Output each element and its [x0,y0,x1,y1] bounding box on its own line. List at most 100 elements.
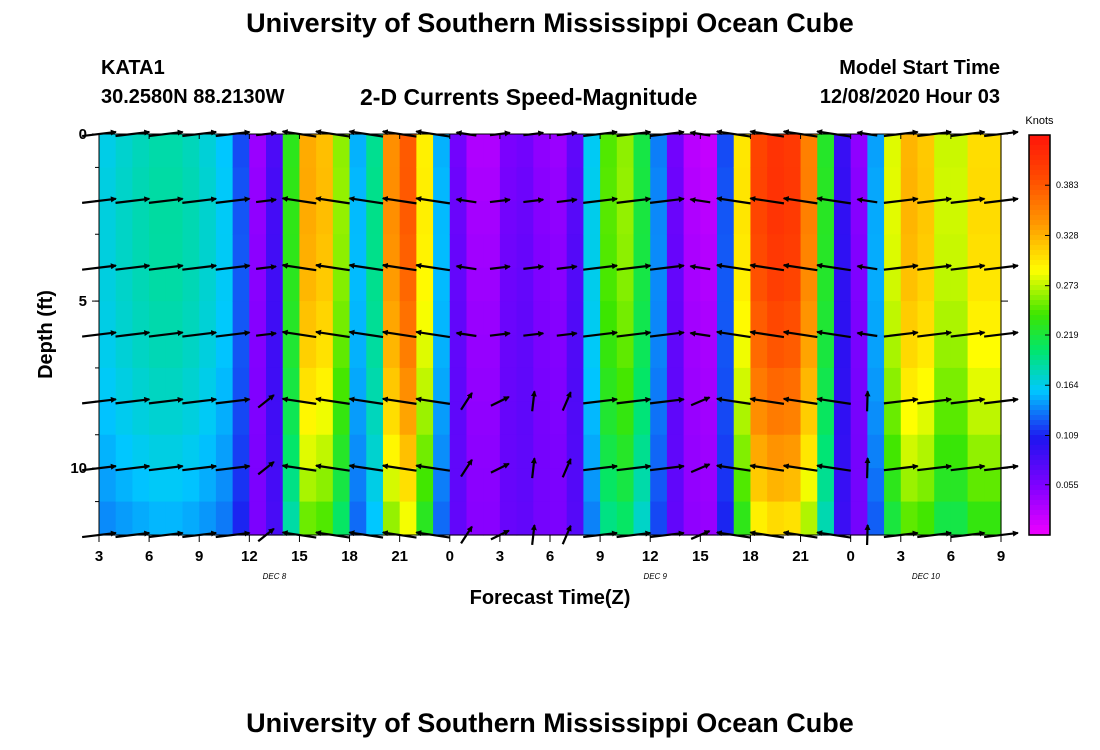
colorbar-swatch [1029,170,1050,176]
heatmap-cell [616,134,635,169]
heatmap-cell [99,234,117,269]
heatmap-cell [282,167,301,202]
colorbar-swatch [1029,515,1050,521]
colorbar-swatch [1029,250,1050,256]
heatmap-cell [249,267,267,302]
current-arrow [348,262,384,272]
colorbar-swatch [1029,445,1050,451]
heatmap-cell [600,267,618,302]
current-arrow [816,396,851,405]
heatmap-cell [700,468,718,503]
x-tick-label: 3 [496,548,504,565]
heatmap-cell [366,200,384,235]
heatmap-cell [884,367,902,402]
heatmap-cell [934,401,952,436]
heatmap-cell [449,468,468,503]
heatmap-cell [600,401,618,436]
heatmap-cell [382,234,401,269]
heatmap-cell [566,134,585,169]
heatmap-cell [533,501,551,536]
heatmap-cell [332,267,351,302]
heatmap-cell [516,267,534,302]
heatmap-cell [683,134,701,169]
current-arrow [182,263,218,271]
current-arrow [255,330,277,337]
current-arrow [715,396,751,405]
current-arrow [455,263,477,271]
current-arrow [883,196,919,204]
colorbar-swatch [1029,230,1050,236]
heatmap-cell [266,167,284,202]
current-arrow [415,196,451,205]
heatmap-cell [332,134,351,169]
heatmap-cell [650,267,668,302]
heatmap-cell [199,367,217,402]
heatmap-cell [833,167,852,202]
heatmap-cell [650,434,668,469]
heatmap-cell [550,267,568,302]
x-tick-label: 9 [596,548,604,565]
heatmap-cell [733,267,752,302]
heatmap-cell [650,401,668,436]
heatmap-cell [600,301,618,336]
colorbar-swatch [1029,525,1050,531]
heatmap-cell [833,367,852,402]
current-arrow [689,330,711,338]
heatmap-cell [316,334,334,369]
heatmap-cell [132,401,150,436]
heatmap-cell [99,334,117,369]
heatmap-cell [817,367,835,402]
heatmap-cell [950,134,969,169]
heatmap-cell [249,301,267,336]
heatmap-cell [783,367,802,402]
colorbar-swatch [1029,215,1050,221]
colorbar-swatch [1029,375,1050,381]
heatmap-cell [416,234,434,269]
heatmap-cell [917,501,935,536]
colorbar-swatch [1029,480,1050,486]
heatmap-cell [483,200,501,235]
heatmap-cell [366,367,384,402]
colorbar-swatch [1029,465,1050,471]
colorbar-tick-label: 0.383 [1056,180,1079,190]
heatmap-cell [900,401,919,436]
heatmap-cell [850,401,868,436]
heatmap-cell [416,401,434,436]
heatmap-cell [600,501,618,536]
heatmap-cell [800,134,818,169]
current-arrow [530,390,537,412]
x-tick-label: 6 [546,548,554,565]
heatmap-cell [115,301,134,336]
colorbar-tick-label: 0.328 [1056,230,1079,240]
x-tick-label: 12 [642,548,659,565]
heatmap-cell [115,200,134,235]
heatmap-cell [416,367,434,402]
heatmap-cell [382,434,401,469]
heatmap-cell [783,200,802,235]
heatmap-cell [316,234,334,269]
heatmap-cell [533,267,551,302]
heatmap-cell [232,267,250,302]
heatmap-cell [516,468,534,503]
heatmap-cell [917,468,935,503]
heatmap-cell [99,501,117,536]
heatmap-cell [733,200,752,235]
heatmap-cell [633,334,651,369]
heatmap-cell [666,134,685,169]
current-arrow [490,462,510,474]
heatmap-cell [433,167,451,202]
heatmap-cell [884,301,902,336]
heatmap-cell [466,334,484,369]
heatmap-cell [700,301,718,336]
heatmap-cell [867,334,885,369]
heatmap-cell [817,301,835,336]
heatmap-cell [783,434,802,469]
heatmap-cell [483,401,501,436]
heatmap-cell [516,334,534,369]
heatmap-cell [299,401,317,436]
heatmap-cell [767,167,785,202]
heatmap-cell [165,267,184,302]
heatmap-cell [199,167,217,202]
current-arrow [215,330,251,338]
